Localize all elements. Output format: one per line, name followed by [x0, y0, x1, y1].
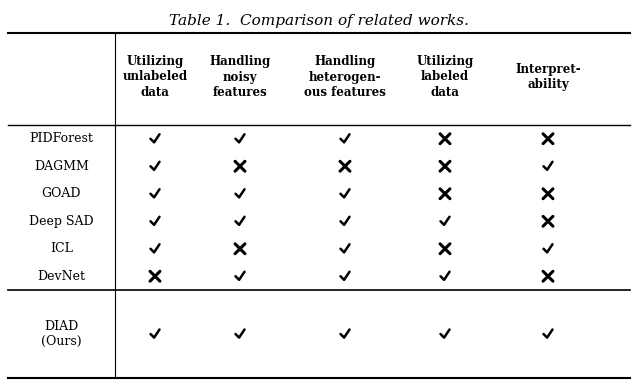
Text: DIAD
(Ours): DIAD (Ours)	[41, 320, 82, 348]
Text: PIDForest: PIDForest	[29, 132, 93, 145]
Text: Interpret-
ability: Interpret- ability	[516, 63, 581, 91]
Text: Utilizing
labeled
data: Utilizing labeled data	[417, 56, 473, 98]
Text: DevNet: DevNet	[38, 270, 85, 283]
Text: ICL: ICL	[50, 242, 73, 255]
Text: Handling
heterogen-
ous features: Handling heterogen- ous features	[304, 56, 386, 98]
Text: Table 1.  Comparison of related works.: Table 1. Comparison of related works.	[169, 14, 469, 28]
Text: Handling
noisy
features: Handling noisy features	[209, 56, 271, 98]
Text: Utilizing
unlabeled
data: Utilizing unlabeled data	[122, 56, 188, 98]
Text: Deep SAD: Deep SAD	[29, 215, 94, 228]
Text: DAGMM: DAGMM	[34, 160, 89, 173]
Text: GOAD: GOAD	[41, 187, 81, 200]
